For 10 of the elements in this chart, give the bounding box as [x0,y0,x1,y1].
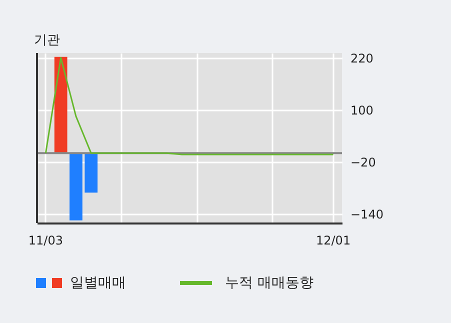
y-tick-label: −140 [350,207,384,222]
y-tick-label: 100 [350,103,374,118]
x-tick-label: 11/03 [28,234,63,248]
chart-title: 기관 [34,33,60,48]
legend-label: 누적 매매동향 [225,275,314,291]
line-series [44,57,334,156]
x-tick-label: 12/01 [316,234,351,248]
y-tick-label: −20 [350,155,376,170]
legend-label: 일별매매 [70,275,126,291]
y-tick-label: 220 [350,51,374,66]
